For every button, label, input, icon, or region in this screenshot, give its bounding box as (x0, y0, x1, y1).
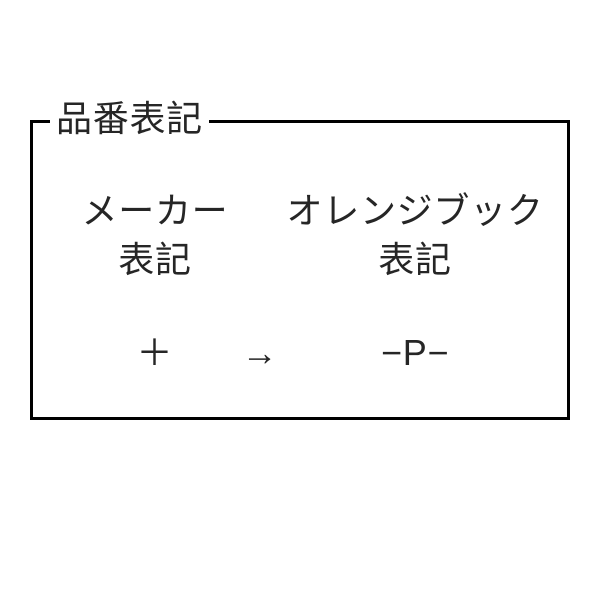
orangebook-notation-line1: オレンジブック (287, 190, 544, 231)
arrow-icon: → (242, 332, 279, 373)
plus-symbol: ＋ (137, 332, 174, 373)
canvas: 品番表記 メーカー 表記 オレンジブック 表記 ＋ → −P− (0, 0, 600, 600)
maker-notation-block: メーカー 表記 (82, 190, 229, 281)
maker-notation-line1: メーカー (82, 190, 229, 231)
frame-legend: 品番表記 (50, 98, 209, 139)
maker-notation-line2: 表記 (82, 239, 229, 280)
frame-legend-text: 品番表記 (56, 98, 203, 139)
p-symbol: −P− (381, 332, 449, 373)
orangebook-notation-block: オレンジブック 表記 (287, 190, 544, 281)
orangebook-notation-line2: 表記 (287, 239, 544, 280)
